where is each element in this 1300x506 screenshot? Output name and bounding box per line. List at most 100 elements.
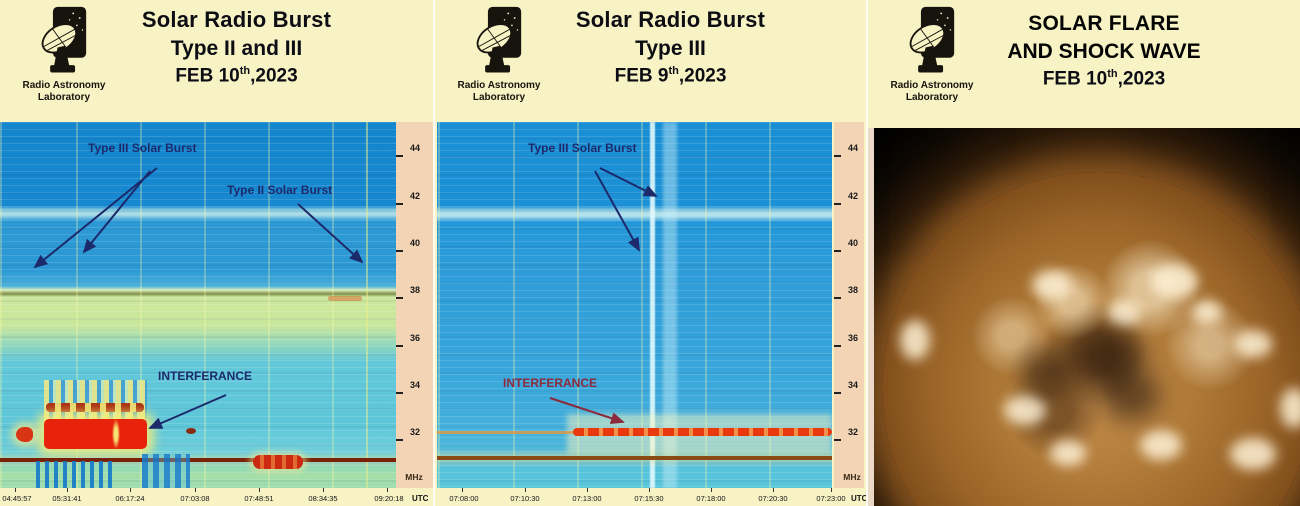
logo-line2: Laboratory <box>472 91 526 103</box>
xtick-4: 07:18:00 <box>696 494 726 503</box>
interference-red-block <box>44 419 147 449</box>
xtick-5: 08:34:35 <box>308 494 338 503</box>
label-interference: INTERFERANCE <box>158 369 253 383</box>
active-region <box>1192 300 1222 324</box>
ytick-mark <box>834 392 841 394</box>
xtick-mark <box>649 488 650 492</box>
ytick-mark <box>834 345 841 347</box>
ytick-38: 38 <box>847 285 858 295</box>
xtick-mark <box>773 488 774 492</box>
active-region <box>1032 270 1072 300</box>
xtick-mark <box>387 488 388 492</box>
interference-texture <box>44 380 147 422</box>
panel1-title-line1: Solar Radio Burst <box>141 7 332 32</box>
radio-dish-icon <box>909 6 955 73</box>
spectrogram-feb10: Type III Solar Burst Type II Solar Burst… <box>0 122 396 488</box>
logo-caption: Radio Astronomy Laboratory <box>884 80 980 103</box>
xtick-5: 07:20:30 <box>758 494 788 503</box>
active-region <box>1230 438 1276 470</box>
active-region <box>1004 395 1046 425</box>
panel1-title-line2: Type II and III <box>170 37 303 60</box>
panel1-title: Solar Radio Burst Type II and III FEB 10… <box>60 7 413 87</box>
panel3-title-line2: AND SHOCK WAVE <box>1007 40 1201 63</box>
ytick-mark <box>396 155 403 157</box>
time-axis-feb10: 04:45:57 05:31:41 06:17:24 07:03:08 07:4… <box>0 488 433 506</box>
logo-caption: Radio Astronomy Laboratory <box>16 80 112 103</box>
label-type3-burst: Type III Solar Burst <box>88 141 197 155</box>
yaxis-unit: MHz <box>405 472 423 482</box>
ytick-mark <box>834 250 841 252</box>
panel-solar-flare-feb10: Radio Astronomy Laboratory SOLAR FLARE A… <box>866 0 1300 506</box>
xtick-mark <box>195 488 196 492</box>
ytick-32: 32 <box>409 427 420 437</box>
label-interference: INTERFERANCE <box>503 376 598 390</box>
logo-line2: Laboratory <box>37 91 91 103</box>
ytick-36: 36 <box>847 333 858 343</box>
xaxis-unit: UTC <box>412 494 429 503</box>
ytick-mark <box>396 345 403 347</box>
xtick-6: 07:23:00 <box>816 494 846 503</box>
interference-notch <box>112 419 120 449</box>
ytick-mark <box>834 155 841 157</box>
radio-dish-icon <box>476 6 522 73</box>
blue-dropout-stripes-left <box>36 461 114 488</box>
xtick-mark <box>587 488 588 492</box>
type3-burst-streak-wide <box>663 122 677 488</box>
xtick-6: 09:20:18 <box>374 494 404 503</box>
dark-coronal-region <box>1100 370 1160 420</box>
ytick-34: 34 <box>847 380 858 390</box>
faint-rfi-line <box>437 431 577 434</box>
yaxis-unit: MHz <box>843 472 861 482</box>
limb-brightening <box>1280 388 1300 428</box>
panel2-title-line2: Type III <box>635 37 706 60</box>
ytick-mark <box>396 250 403 252</box>
panel2-date: FEB 9th,2023 <box>614 65 727 87</box>
ytick-40: 40 <box>409 238 420 248</box>
label-type2-burst: Type II Solar Burst <box>227 183 333 197</box>
xtick-0: 04:45:57 <box>2 494 32 503</box>
active-region <box>1140 430 1182 460</box>
logo-line1: Radio Astronomy <box>890 80 974 91</box>
ytick-mark <box>396 297 403 299</box>
xtick-mark <box>462 488 463 492</box>
logo-caption: Radio Astronomy Laboratory <box>451 80 547 103</box>
ytick-44: 44 <box>409 143 420 153</box>
ytick-mark <box>396 439 403 441</box>
dark-coronal-region <box>1020 348 1072 392</box>
xtick-0: 07:08:00 <box>449 494 479 503</box>
xtick-mark <box>15 488 16 492</box>
active-region <box>1107 300 1141 326</box>
blue-dropout-stripes-mid <box>142 454 190 488</box>
panel2-title-line1: Solar Radio Burst <box>575 7 766 32</box>
sun-euv-image <box>874 128 1300 506</box>
frequency-axis-feb9: 44 42 40 38 36 34 32 MHz <box>834 122 864 488</box>
xtick-2: 07:13:00 <box>572 494 602 503</box>
ytick-42: 42 <box>847 191 858 201</box>
logo-line2: Laboratory <box>905 91 959 103</box>
label-type3-burst: Type III Solar Burst <box>528 141 637 155</box>
type3-burst-streak-bright <box>650 122 655 488</box>
active-region <box>1050 440 1086 466</box>
rfi-dot <box>186 428 196 434</box>
xtick-3: 07:03:08 <box>180 494 210 503</box>
xtick-mark <box>525 488 526 492</box>
ytick-mark <box>834 297 841 299</box>
xtick-2: 06:17:24 <box>115 494 145 503</box>
time-axis-feb9: 07:08:00 07:10:30 07:13:00 07:15:30 07:1… <box>435 488 867 506</box>
ytick-mark <box>834 203 841 205</box>
ytick-44: 44 <box>847 143 858 153</box>
panel-type3-feb9: Radio Astronomy Laboratory Solar Radio B… <box>433 0 867 506</box>
xtick-mark <box>711 488 712 492</box>
frequency-axis-feb10: 44 42 40 38 36 34 32 MHz <box>396 122 433 488</box>
panel2-title: Solar Radio Burst Type III FEB 9th,2023 <box>495 7 846 87</box>
xtick-1: 07:10:30 <box>510 494 540 503</box>
radio-astronomy-lab-logo: Radio Astronomy Laboratory <box>16 6 112 103</box>
xtick-mark <box>831 488 832 492</box>
active-region <box>1150 264 1198 298</box>
ytick-mark <box>396 392 403 394</box>
panel3-title-line1: SOLAR FLARE <box>1028 12 1180 35</box>
image-left-margin <box>868 128 874 506</box>
radio-astronomy-lab-logo: Radio Astronomy Laboratory <box>884 6 980 103</box>
panel-type2-type3-feb10: Radio Astronomy Laboratory Solar Radio B… <box>0 0 433 506</box>
